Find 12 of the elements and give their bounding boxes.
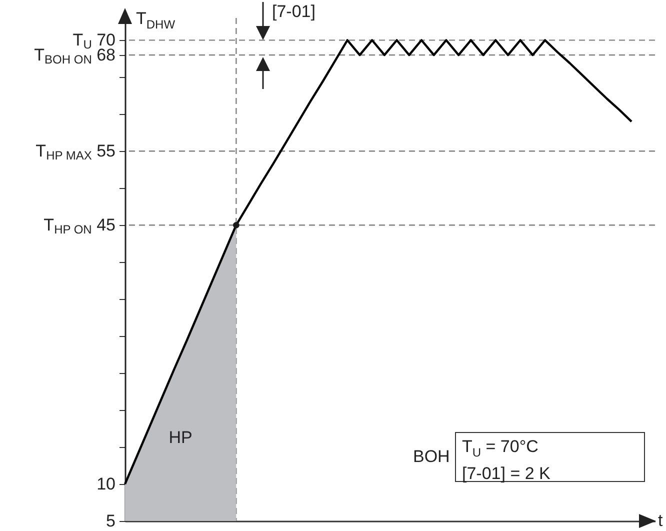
y-tick-label: 10 (96, 474, 116, 494)
x-axis-title: t (658, 511, 663, 530)
annotation: BOH (413, 447, 450, 466)
y-tick-label: T$_{HP ON}$ 45 (44, 216, 116, 237)
annotation: T$_{U}$ = 70°C (462, 436, 540, 462)
y-tick-label: T$_{HP MAX}$ 55 (36, 142, 116, 163)
line-series (124, 39, 633, 486)
annotation: [7-01] (272, 2, 316, 21)
y-axis-title: T$_{DHW}$ (136, 9, 176, 32)
annotation: [7-01] = 2 K (462, 463, 552, 484)
series-label: HP (168, 428, 192, 447)
y-tick-label: 5 (106, 512, 116, 530)
